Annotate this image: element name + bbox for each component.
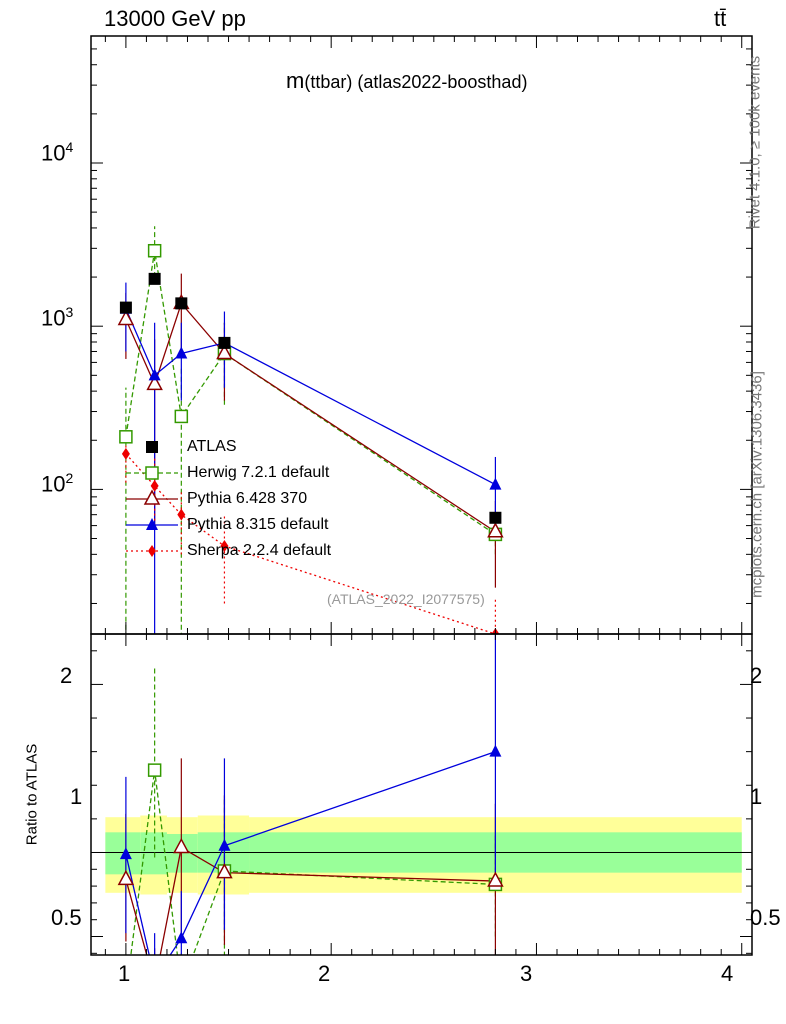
xtick-label-1: 1: [118, 961, 131, 986]
ratio-point-pythia6: [487, 871, 504, 887]
ytick-main-2: 102: [41, 470, 73, 497]
ratio-point-pythia8: [175, 931, 188, 944]
legend-label-pythia8: Pythia 8.315 default: [187, 516, 329, 533]
xtick-label-3: 3: [520, 961, 533, 986]
main-point-herwig: [119, 430, 133, 444]
ytick-main-4-exp: 4: [65, 139, 74, 155]
ytick-main-3-base: 10: [41, 305, 66, 331]
main-point-pythia6: [117, 309, 135, 326]
legend-label-atlas: ATLAS: [187, 438, 237, 455]
main-point-sherpa: [177, 508, 186, 521]
ratio-band-inner: [140, 832, 167, 875]
ratio-point-pythia6: [117, 869, 135, 886]
ytick-ratio-05-left: 0.5: [51, 905, 82, 930]
energy-label: 13000 GeV pp: [104, 6, 246, 31]
legend-marker-pythia6: [143, 489, 161, 505]
ytick-ratio-1-left: 1: [70, 784, 83, 809]
main-point-atlas: [148, 272, 161, 285]
main-point-pythia8: [175, 346, 188, 359]
ytick-main-4: 104: [41, 139, 73, 166]
chart-title: m(ttbar) (atlas2022-boosthad): [286, 68, 527, 94]
ratio-point-herwig: [147, 763, 162, 777]
ytick-ratio-1-right: 1: [750, 784, 763, 809]
ytick-main-3: 103: [41, 304, 73, 331]
main-point-atlas: [119, 301, 132, 314]
ratio-point-pythia8: [218, 838, 231, 851]
process-label: tt̄: [714, 6, 727, 31]
xtick-label-2: 2: [318, 961, 331, 986]
legend-marker-pythia8: [146, 518, 158, 530]
rivet-version-label: Rivet 4.1.0, ≥ 100k events: [746, 55, 764, 230]
mcplots-label: mcplots.cern.ch [arXiv:1306.3436]: [748, 371, 766, 598]
ytick-main-3-exp: 3: [65, 304, 74, 320]
main-point-herwig: [147, 243, 162, 258]
ratio-point-pythia6: [216, 863, 233, 879]
legend-marker-herwig: [145, 466, 159, 480]
main-point-herwig: [174, 409, 189, 424]
ytick-main-2-base: 10: [41, 471, 66, 497]
ytick-main-4-base: 10: [41, 140, 66, 166]
main-point-sherpa: [121, 447, 130, 460]
analysis-label: (ATLAS_2022_I2077575): [327, 591, 485, 607]
ratio-point-pythia8: [119, 847, 132, 860]
legend-label-sherpa: Sherpa 2.2.4 default: [187, 542, 332, 559]
main-point-sherpa: [150, 479, 159, 492]
chart-title-text: (ttbar) (atlas2022-boosthad): [304, 72, 528, 92]
main-point-pythia8: [489, 477, 502, 490]
ytick-main-2-exp: 2: [65, 470, 74, 486]
main-point-atlas: [218, 336, 231, 349]
legend-label-herwig: Herwig 7.2.1 default: [187, 464, 330, 481]
ytick-ratio-2-right: 2: [750, 663, 763, 688]
chart-title-symbol: m: [286, 68, 305, 93]
main-point-pythia6: [487, 522, 504, 538]
ratio-point-pythia6: [173, 837, 190, 854]
main-point-atlas: [175, 297, 188, 310]
xtick-label-4: 4: [721, 961, 734, 986]
ytick-ratio-05-right: 0.5: [750, 905, 781, 930]
main-point-pythia8: [148, 368, 161, 381]
ratio-axis-label: Ratio to ATLAS: [23, 743, 41, 846]
ratio-frame: [90, 633, 753, 956]
ratio-point-herwig: [120, 988, 132, 1000]
ratio-point-pythia8: [149, 972, 161, 984]
main-point-pythia6: [146, 374, 163, 391]
legend-label-pythia6: Pythia 6.428 370: [187, 490, 308, 507]
ratio-point-pythia8: [489, 744, 502, 757]
ratio-point-herwig: [175, 981, 187, 993]
ytick-ratio-2-left: 2: [60, 663, 73, 688]
main-line-sherpa: [125, 453, 496, 634]
legend-marker-sherpa: [148, 545, 156, 557]
main-point-sherpa: [220, 539, 229, 552]
main-point-atlas: [489, 511, 502, 524]
ratio-point-pythia6: [148, 976, 162, 989]
legend-marker-ATLAS: [146, 441, 158, 453]
main-point-pythia6: [216, 343, 233, 360]
